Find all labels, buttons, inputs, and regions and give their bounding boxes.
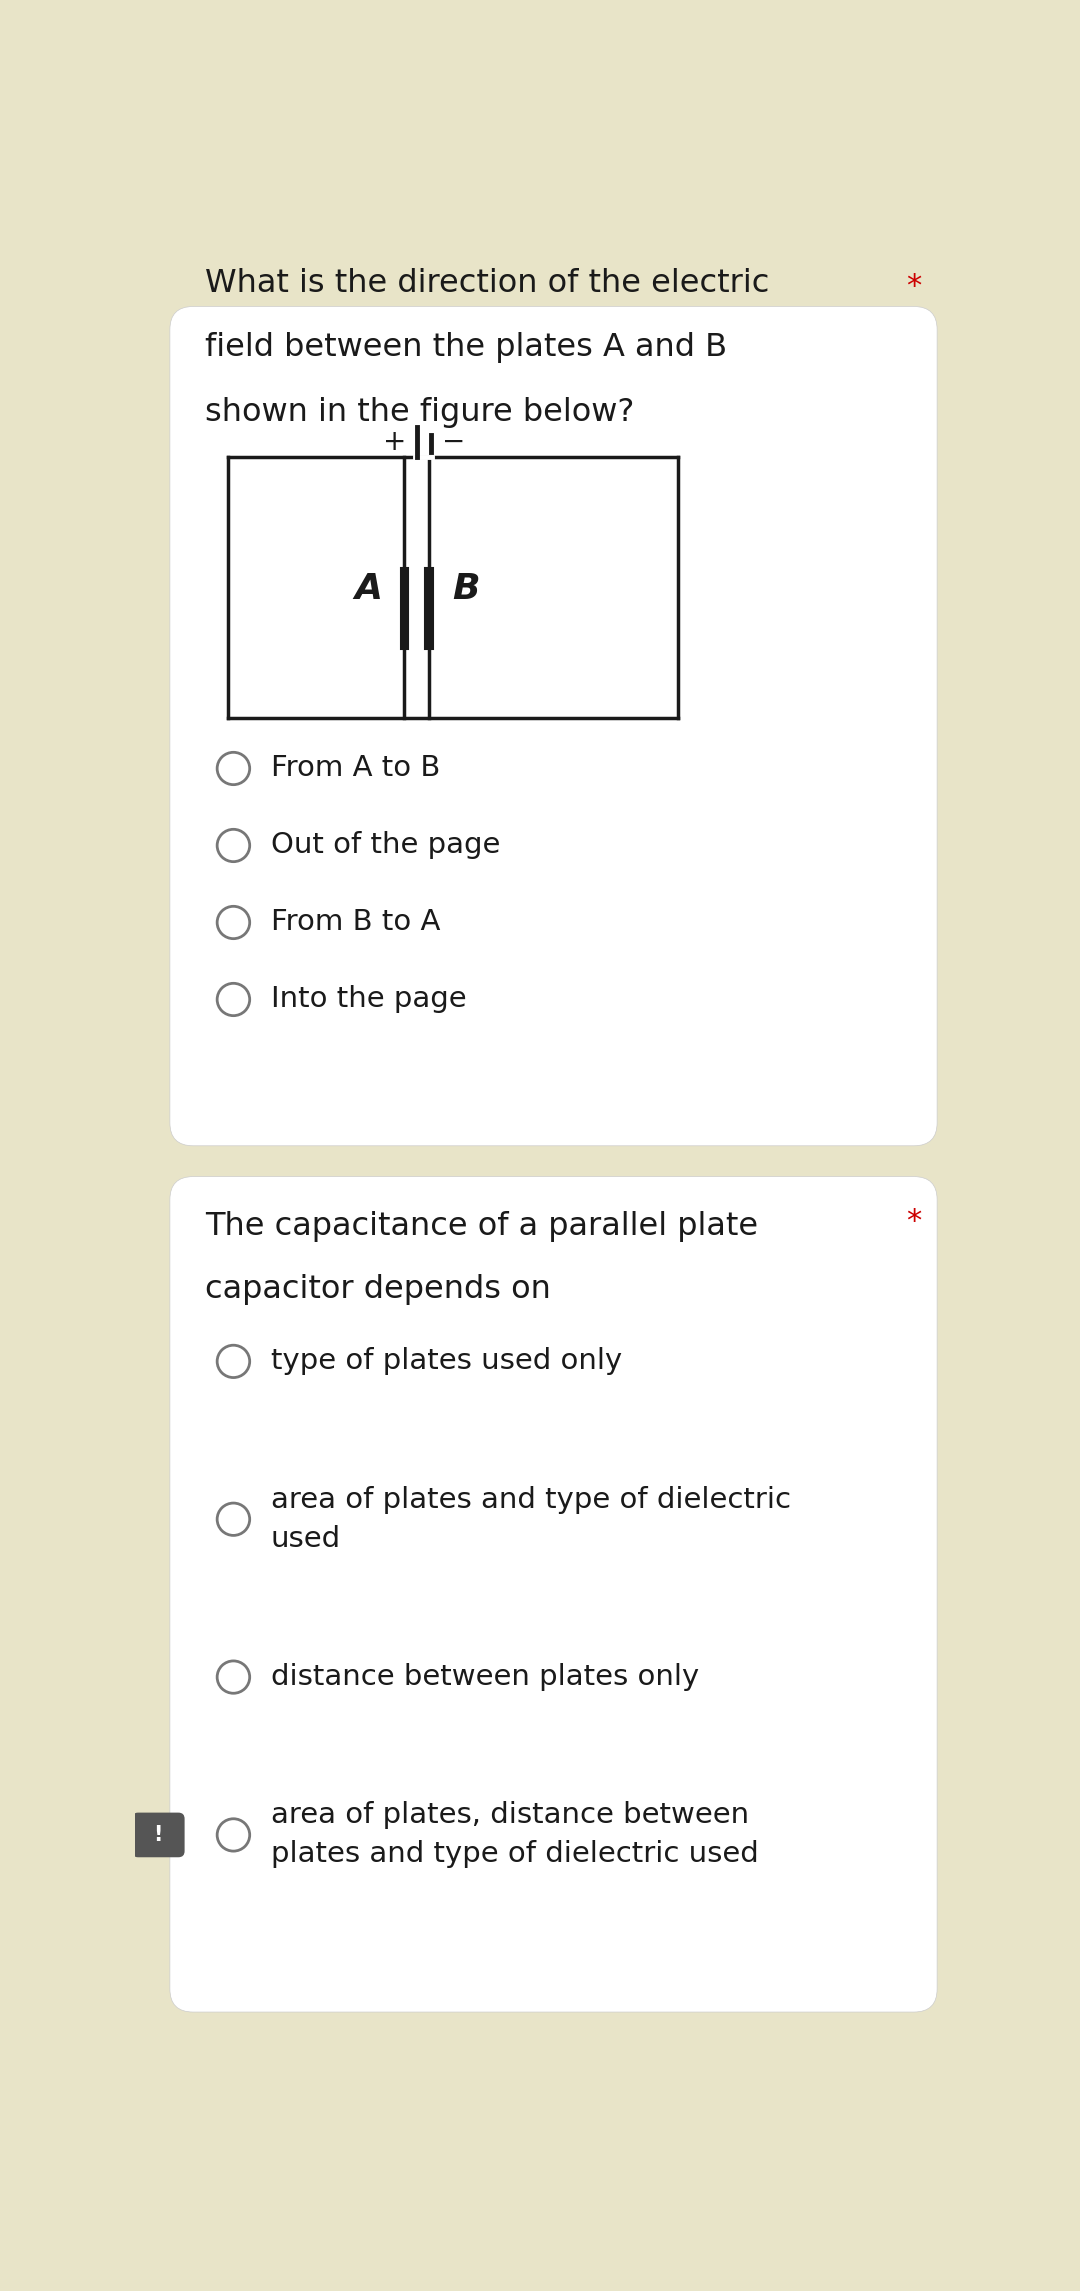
Text: capacitor depends on: capacitor depends on — [205, 1274, 551, 1306]
Text: What is the direction of the electric: What is the direction of the electric — [205, 268, 769, 300]
Bar — [401, 568, 408, 648]
Text: From A to B: From A to B — [271, 754, 440, 784]
Text: From B to A: From B to A — [271, 910, 440, 937]
Text: area of plates and type of dielectric
used: area of plates and type of dielectric us… — [271, 1487, 791, 1553]
Text: −: − — [442, 428, 464, 456]
Text: *: * — [906, 273, 921, 300]
Bar — [426, 568, 433, 648]
Text: shown in the figure below?: shown in the figure below? — [205, 396, 634, 428]
FancyBboxPatch shape — [170, 1178, 937, 2011]
Text: distance between plates only: distance between plates only — [271, 1663, 699, 1691]
Text: area of plates, distance between
plates and type of dielectric used: area of plates, distance between plates … — [271, 1801, 758, 1869]
Text: field between the plates A and B: field between the plates A and B — [205, 332, 727, 362]
Text: Out of the page: Out of the page — [271, 832, 500, 859]
Text: type of plates used only: type of plates used only — [271, 1347, 622, 1375]
Text: !: ! — [153, 1826, 163, 1844]
Text: A: A — [354, 573, 382, 607]
Text: B: B — [451, 573, 480, 607]
Text: *: * — [906, 1207, 921, 1237]
Text: The capacitance of a parallel plate: The capacitance of a parallel plate — [205, 1212, 758, 1242]
Text: +: + — [382, 428, 406, 456]
FancyBboxPatch shape — [170, 307, 937, 1146]
FancyBboxPatch shape — [132, 1812, 185, 1858]
Text: Into the page: Into the page — [271, 985, 467, 1013]
